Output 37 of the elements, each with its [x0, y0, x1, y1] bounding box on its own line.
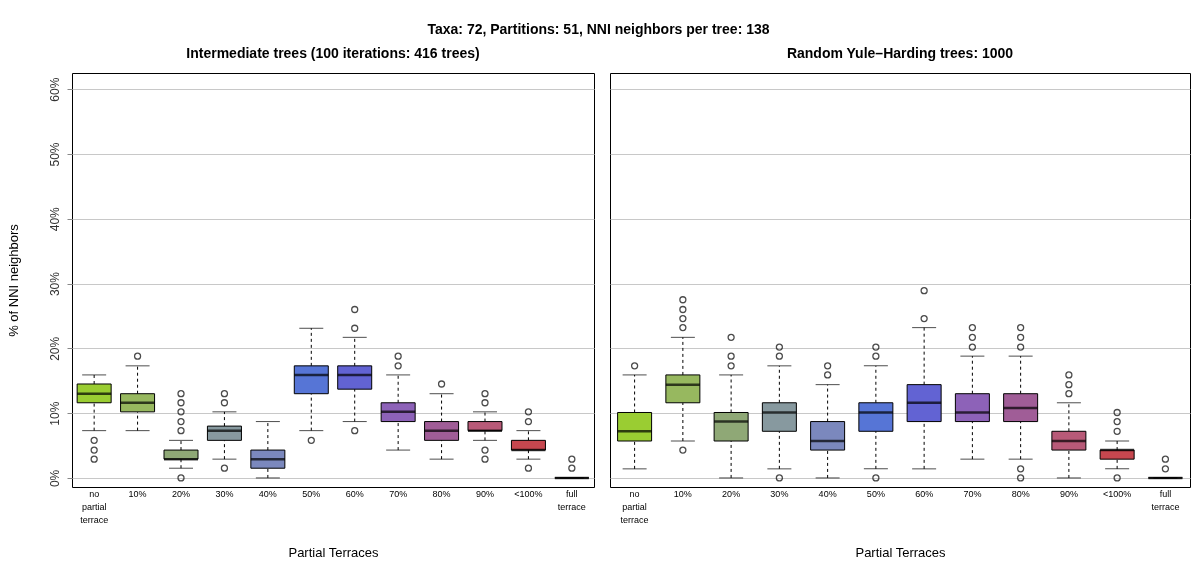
- x-tick-label: 90%: [1059, 488, 1078, 499]
- x-tick-label: 90%: [475, 488, 494, 499]
- x-tick-label: 20%: [172, 488, 191, 499]
- x-tick-label: 10%: [673, 488, 692, 499]
- x-tick-label: <100%: [514, 488, 543, 499]
- x-tick-label: no partial terrace: [80, 488, 109, 525]
- x-tick-label: 80%: [432, 488, 451, 499]
- x-tick-label: 80%: [1011, 488, 1030, 499]
- chart-title: Intermediate trees (100 iterations: 416 trees): [186, 45, 480, 61]
- y-tick-label: 10%: [47, 401, 62, 426]
- y-tick-label: 0%: [47, 469, 62, 488]
- x-tick-label: full terrace: [1151, 488, 1180, 512]
- x-axis-title: Partial Terraces: [855, 544, 947, 560]
- x-tick-label: 60%: [345, 488, 364, 499]
- x-tick-label: 40%: [258, 488, 277, 499]
- x-axis-title: Partial Terraces: [288, 544, 380, 560]
- x-tick-label: 50%: [866, 488, 885, 499]
- x-tick-label: 30%: [770, 488, 789, 499]
- y-tick-label: 30%: [47, 271, 62, 297]
- y-axis-title: % of NNI neighbors: [5, 223, 21, 337]
- text: Taxa: 72, Partitions: 51, NNI neighbors per tree: 138: [427, 20, 770, 37]
- x-tick-label: no partial terrace: [620, 488, 649, 525]
- x-tick-label: 60%: [915, 488, 934, 499]
- x-tick-label: 70%: [963, 488, 982, 499]
- y-tick-label: 60%: [47, 77, 62, 102]
- x-tick-label: full terrace: [557, 488, 586, 512]
- x-tick-label: 30%: [215, 488, 234, 499]
- x-tick-label: 70%: [389, 488, 408, 499]
- x-tick-label: 10%: [128, 488, 147, 499]
- x-tick-label: 20%: [722, 488, 741, 499]
- y-tick-label: 40%: [47, 206, 62, 232]
- y-tick-label: 50%: [47, 142, 62, 167]
- x-tick-label: 50%: [302, 488, 321, 499]
- x-tick-label: <100%: [1103, 488, 1132, 499]
- chart-title: Random Yule–Harding trees: 1000: [786, 45, 1014, 61]
- y-tick-label: 20%: [47, 336, 62, 361]
- x-tick-label: 40%: [818, 488, 837, 499]
